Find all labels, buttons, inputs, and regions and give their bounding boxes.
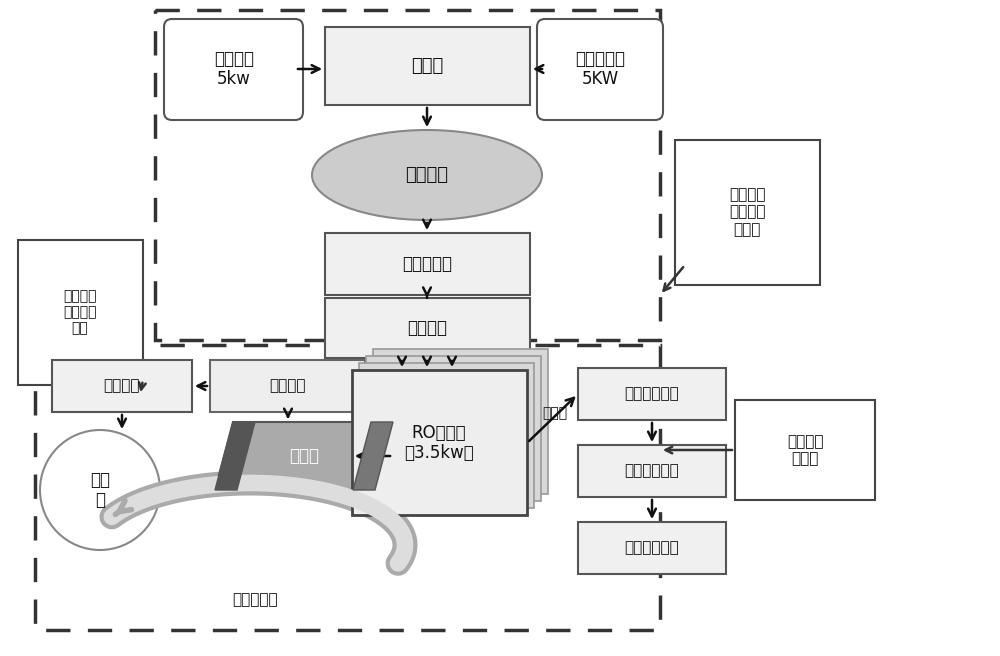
FancyBboxPatch shape xyxy=(325,298,530,358)
Text: 初级过滤: 初级过滤 xyxy=(270,379,306,394)
Text: 淡化水: 淡化水 xyxy=(542,406,568,420)
Text: 逆变器: 逆变器 xyxy=(411,57,443,75)
FancyBboxPatch shape xyxy=(52,360,192,412)
FancyBboxPatch shape xyxy=(537,19,663,120)
Text: 太阳能发电
5KW: 太阳能发电 5KW xyxy=(575,50,625,89)
FancyBboxPatch shape xyxy=(210,360,365,412)
FancyBboxPatch shape xyxy=(325,233,530,295)
FancyBboxPatch shape xyxy=(325,27,530,105)
FancyBboxPatch shape xyxy=(359,363,534,508)
Polygon shape xyxy=(215,422,393,490)
Text: 预处理: 预处理 xyxy=(289,447,319,465)
FancyBboxPatch shape xyxy=(578,445,726,497)
Text: 重力滴灌系统: 重力滴灌系统 xyxy=(625,464,679,478)
FancyBboxPatch shape xyxy=(373,349,548,494)
Polygon shape xyxy=(215,422,255,490)
Text: 风力发电
5kw: 风力发电 5kw xyxy=(214,50,254,89)
Ellipse shape xyxy=(312,130,542,220)
FancyBboxPatch shape xyxy=(366,356,541,501)
Text: 进水控制: 进水控制 xyxy=(104,379,140,394)
FancyBboxPatch shape xyxy=(18,240,143,385)
Text: 反渗透咸
水淡化子
系统: 反渗透咸 水淡化子 系统 xyxy=(63,289,97,335)
Text: 整流滤波器: 整流滤波器 xyxy=(402,255,452,273)
FancyBboxPatch shape xyxy=(352,370,527,515)
FancyBboxPatch shape xyxy=(735,400,875,500)
Text: 重力滴灌
子系统: 重力滴灌 子系统 xyxy=(787,434,823,466)
Polygon shape xyxy=(353,422,393,490)
FancyBboxPatch shape xyxy=(578,368,726,420)
Text: 取水
泵: 取水 泵 xyxy=(90,470,110,510)
Text: 风能、太
阳能发电
子系统: 风能、太 阳能发电 子系统 xyxy=(729,187,765,237)
Text: RO反渗透
（3.5kw）: RO反渗透 （3.5kw） xyxy=(404,424,474,462)
FancyBboxPatch shape xyxy=(578,522,726,574)
Text: 产出水质控制: 产出水质控制 xyxy=(625,386,679,401)
Circle shape xyxy=(40,430,160,550)
Text: 增变压器: 增变压器 xyxy=(407,319,447,337)
Text: 浓缩水回收: 浓缩水回收 xyxy=(232,592,278,607)
FancyBboxPatch shape xyxy=(675,140,820,285)
Text: 蓄电池组: 蓄电池组 xyxy=(406,166,448,184)
FancyBboxPatch shape xyxy=(164,19,303,120)
Text: 农田滴灌应用: 农田滴灌应用 xyxy=(625,541,679,556)
